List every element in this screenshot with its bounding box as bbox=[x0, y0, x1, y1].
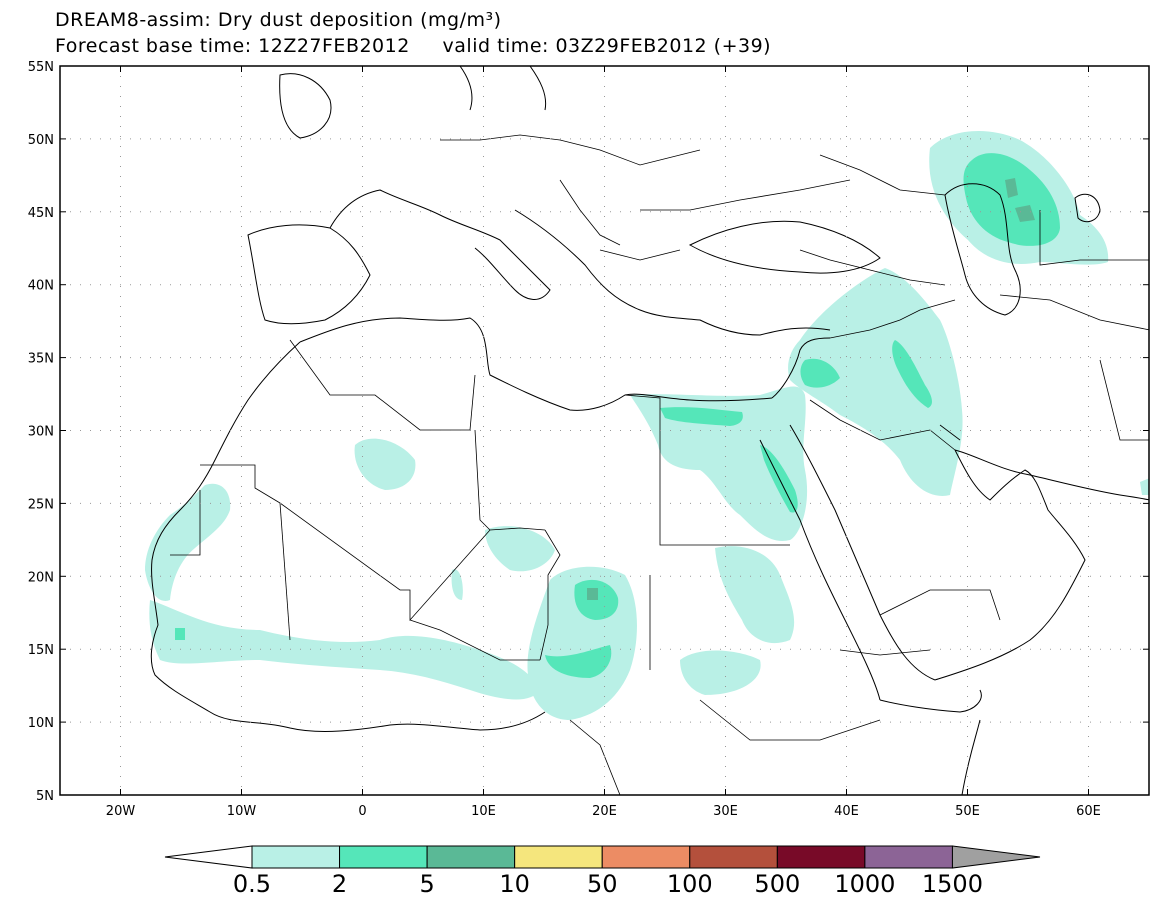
forecast-base-time: Forecast base time: 12Z27FEB2012 bbox=[55, 35, 410, 57]
lat-label: 55N bbox=[28, 60, 54, 75]
colorbar-label: 1500 bbox=[922, 870, 983, 898]
colorbar-label: 2 bbox=[332, 870, 347, 898]
lat-label: 15N bbox=[28, 643, 54, 658]
coastline-uk bbox=[279, 73, 332, 139]
colorbar-over-arrow bbox=[951, 845, 1041, 869]
lat-label: 5N bbox=[36, 789, 54, 804]
dust-region-egypt-coast bbox=[630, 386, 808, 541]
colorbar-swatch bbox=[426, 845, 516, 869]
coastline-west-africa bbox=[150, 341, 546, 732]
lat-label: 10N bbox=[28, 716, 54, 731]
dust-region-gulf-coast bbox=[1140, 478, 1149, 495]
lon-label: 20W bbox=[106, 804, 136, 819]
lon-label: 10E bbox=[471, 804, 496, 819]
coastline-iran bbox=[954, 449, 1149, 501]
lon-label: 40E bbox=[834, 804, 859, 819]
lon-label: 10W bbox=[227, 804, 257, 819]
coastlines bbox=[150, 66, 1149, 795]
colorbar-label: 100 bbox=[667, 870, 713, 898]
colorbar-under-arrow bbox=[164, 845, 253, 869]
lat-label: 30N bbox=[28, 425, 54, 440]
country-borders bbox=[170, 134, 1149, 795]
colorbar: 0.5 2 5 10 50 100 500 1000 1500 bbox=[164, 845, 1041, 898]
coastline-iberia bbox=[247, 224, 371, 325]
dust-region-mauritania-coast bbox=[145, 483, 231, 601]
lon-label: 0 bbox=[358, 804, 366, 819]
lon-label: 50E bbox=[955, 804, 980, 819]
colorbar-label: 500 bbox=[754, 870, 800, 898]
dust-region-sahel-north bbox=[451, 526, 555, 600]
coastline-red-sea bbox=[759, 439, 881, 701]
lon-label: 30E bbox=[713, 804, 738, 819]
coastline-arabia-south bbox=[934, 449, 1086, 681]
coastline-east-africa bbox=[961, 719, 981, 795]
coastline-balkans bbox=[514, 209, 831, 336]
lon-label: 20E bbox=[592, 804, 617, 819]
colorbar-swatch bbox=[251, 845, 341, 869]
colorbar-swatch bbox=[601, 845, 691, 869]
lat-label: 40N bbox=[28, 279, 54, 294]
colorbar-swatch bbox=[514, 845, 603, 869]
axis-labels: 55N 50N 45N 40N 35N 30N 25N 20N 15N 10N 5N 20W 10W 0 1… bbox=[28, 60, 1149, 819]
lat-label: 20N bbox=[28, 570, 54, 585]
colorbar-label: 0.5 bbox=[233, 870, 271, 898]
colorbar-swatch bbox=[776, 845, 866, 869]
lat-label: 35N bbox=[28, 352, 54, 367]
lat-label: 25N bbox=[28, 497, 54, 512]
dust-region-algeria-patch bbox=[354, 438, 416, 490]
map-title: DREAM8-assim: Dry dust deposition (mg/m³… bbox=[55, 9, 502, 31]
dust-region-kazakhstan-core bbox=[963, 153, 1060, 246]
dust-region-egypt-core bbox=[660, 407, 743, 426]
colorbar-label: 1000 bbox=[834, 870, 895, 898]
lat-label: 50N bbox=[28, 133, 54, 148]
coastline-levant bbox=[771, 337, 831, 399]
dust-region-kazakhstan-peak bbox=[1005, 178, 1035, 222]
forecast-time-line: Forecast base time: 12Z27FEB2012 valid t… bbox=[55, 35, 771, 57]
coastline-aral bbox=[1074, 193, 1101, 223]
coastline-arabia-west bbox=[789, 424, 936, 681]
dust-layer bbox=[145, 130, 1149, 720]
dust-region-chad-peak bbox=[587, 588, 598, 600]
coastline-horn bbox=[879, 689, 982, 713]
dust-region-chad-core-south bbox=[545, 645, 612, 678]
coastline-black-sea bbox=[688, 220, 881, 274]
dust-region-iraq-core bbox=[800, 340, 932, 408]
lat-label: 45N bbox=[28, 206, 54, 221]
coastline-caspian bbox=[944, 183, 1021, 316]
coastline-france-italy bbox=[329, 189, 551, 300]
colorbar-swatch bbox=[864, 845, 953, 869]
coastline-baltic bbox=[459, 66, 547, 111]
colorbar-label: 50 bbox=[587, 870, 618, 898]
dust-region-sudan-east bbox=[680, 546, 795, 695]
dust-region-west-africa bbox=[175, 628, 185, 640]
dust-region-mesopotamia bbox=[788, 268, 963, 496]
colorbar-swatch bbox=[689, 845, 778, 869]
colorbar-label: 10 bbox=[499, 870, 530, 898]
colorbar-swatch bbox=[339, 845, 428, 869]
coastline-north-africa bbox=[299, 317, 773, 411]
valid-time: valid time: 03Z29FEB2012 (+39) bbox=[442, 35, 772, 57]
dust-region-sahel-band bbox=[149, 600, 541, 700]
lon-label: 60E bbox=[1076, 804, 1101, 819]
colorbar-label: 5 bbox=[419, 870, 434, 898]
